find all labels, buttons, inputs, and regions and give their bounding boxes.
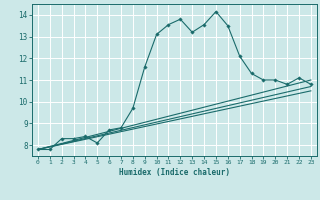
X-axis label: Humidex (Indice chaleur): Humidex (Indice chaleur) (119, 168, 230, 177)
